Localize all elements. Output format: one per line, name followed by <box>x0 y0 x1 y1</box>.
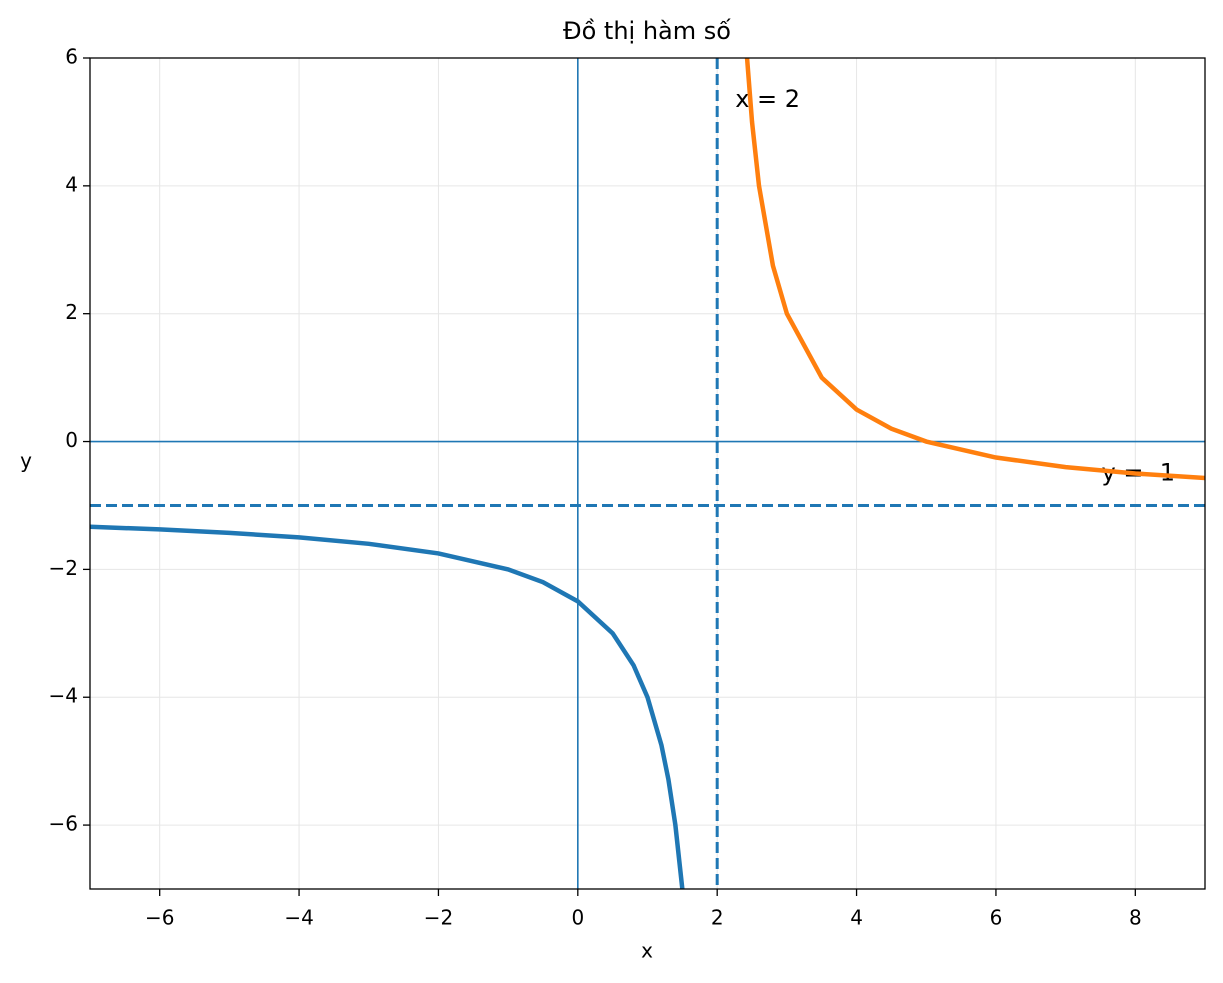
y-tick-label: 4 <box>65 172 78 196</box>
x-axis-label: x <box>641 939 653 963</box>
x-tick-label: 6 <box>990 906 1003 930</box>
x-tick-label: −6 <box>145 906 174 930</box>
x-tick-label: −2 <box>424 906 453 930</box>
annotation: x = 2 <box>735 85 800 113</box>
x-tick-label: −4 <box>284 906 313 930</box>
y-tick-label: 2 <box>65 300 78 324</box>
line-series <box>744 58 1205 481</box>
x-tick-label: 4 <box>850 906 863 930</box>
x-tick-label: 2 <box>711 906 724 930</box>
y-tick-label: −4 <box>49 684 78 708</box>
y-tick-label: 6 <box>65 45 78 69</box>
x-tick-label: 0 <box>571 906 584 930</box>
plot-frame <box>89 57 1206 890</box>
y-tick-label: 0 <box>65 428 78 452</box>
line-series <box>90 524 685 889</box>
chart-title: Đồ thị hàm số <box>563 17 731 45</box>
x-tick-label: 8 <box>1129 906 1142 930</box>
y-tick-label: −2 <box>49 556 78 580</box>
y-tick-label: −6 <box>49 812 78 836</box>
y-axis-label: y <box>20 449 32 473</box>
